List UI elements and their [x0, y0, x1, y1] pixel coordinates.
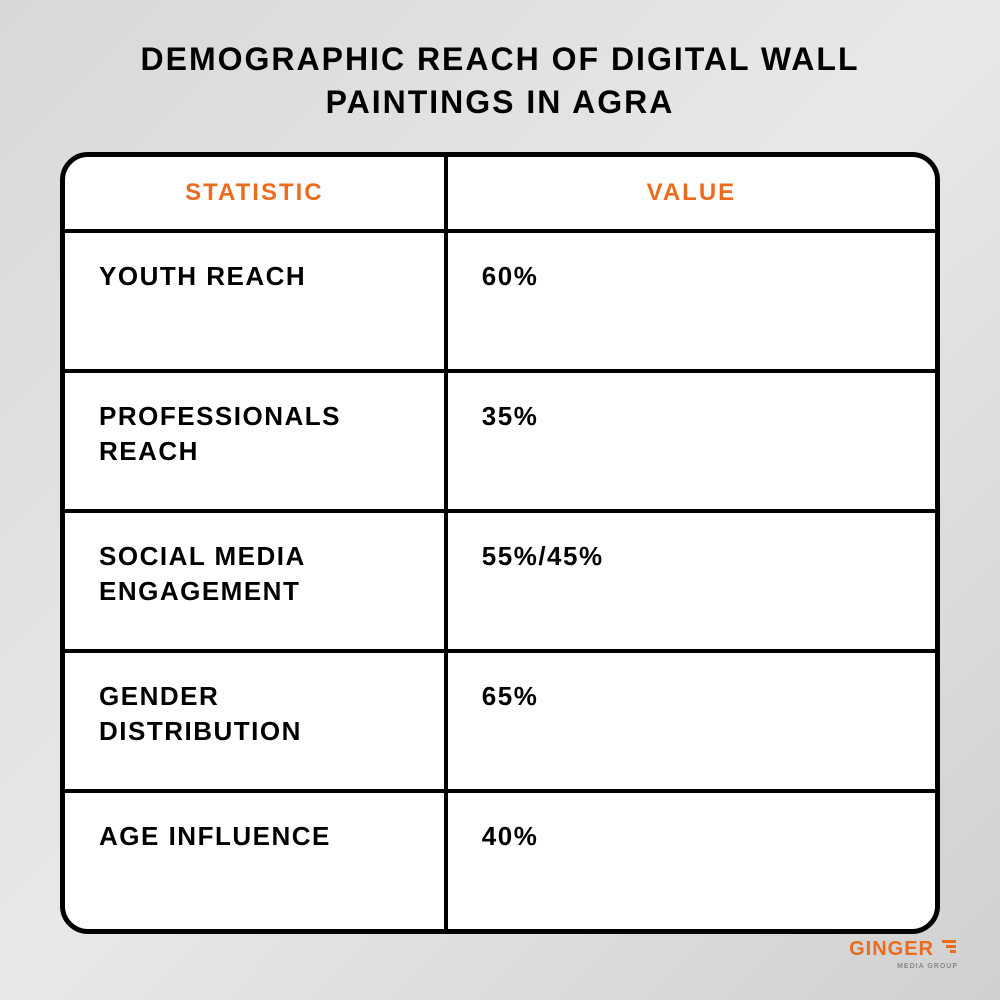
- table-row: AGE INFLUENCE 40%: [65, 789, 935, 929]
- column-header-value: VALUE: [448, 157, 935, 229]
- cell-statistic: YOUTH REACH: [65, 233, 448, 369]
- table-row: YOUTH REACH 60%: [65, 229, 935, 369]
- column-header-statistic: STATISTIC: [65, 157, 448, 229]
- cell-value: 55%/45%: [448, 513, 935, 649]
- logo-bars-icon: [940, 937, 960, 962]
- cell-statistic: AGE INFLUENCE: [65, 793, 448, 929]
- cell-statistic: PROFESSIONALS REACH: [65, 373, 448, 509]
- cell-value: 35%: [448, 373, 935, 509]
- brand-logo: GINGER MEDIA GROUP: [849, 937, 960, 970]
- table-header-row: STATISTIC VALUE: [65, 157, 935, 229]
- logo-text: GINGER: [849, 938, 934, 961]
- cell-value: 60%: [448, 233, 935, 369]
- logo-main-row: GINGER: [849, 937, 960, 962]
- stats-table: STATISTIC VALUE YOUTH REACH 60% PROFESSI…: [60, 152, 940, 934]
- table-row: SOCIAL MEDIA ENGAGEMENT 55%/45%: [65, 509, 935, 649]
- cell-statistic: GENDER DISTRIBUTION: [65, 653, 448, 789]
- cell-statistic: SOCIAL MEDIA ENGAGEMENT: [65, 513, 448, 649]
- table-row: PROFESSIONALS REACH 35%: [65, 369, 935, 509]
- logo-subtext: MEDIA GROUP: [897, 963, 958, 970]
- table-row: GENDER DISTRIBUTION 65%: [65, 649, 935, 789]
- cell-value: 65%: [448, 653, 935, 789]
- cell-value: 40%: [448, 793, 935, 929]
- page-title: DEMOGRAPHIC REACH OF DIGITAL WALL PAINTI…: [0, 0, 1000, 152]
